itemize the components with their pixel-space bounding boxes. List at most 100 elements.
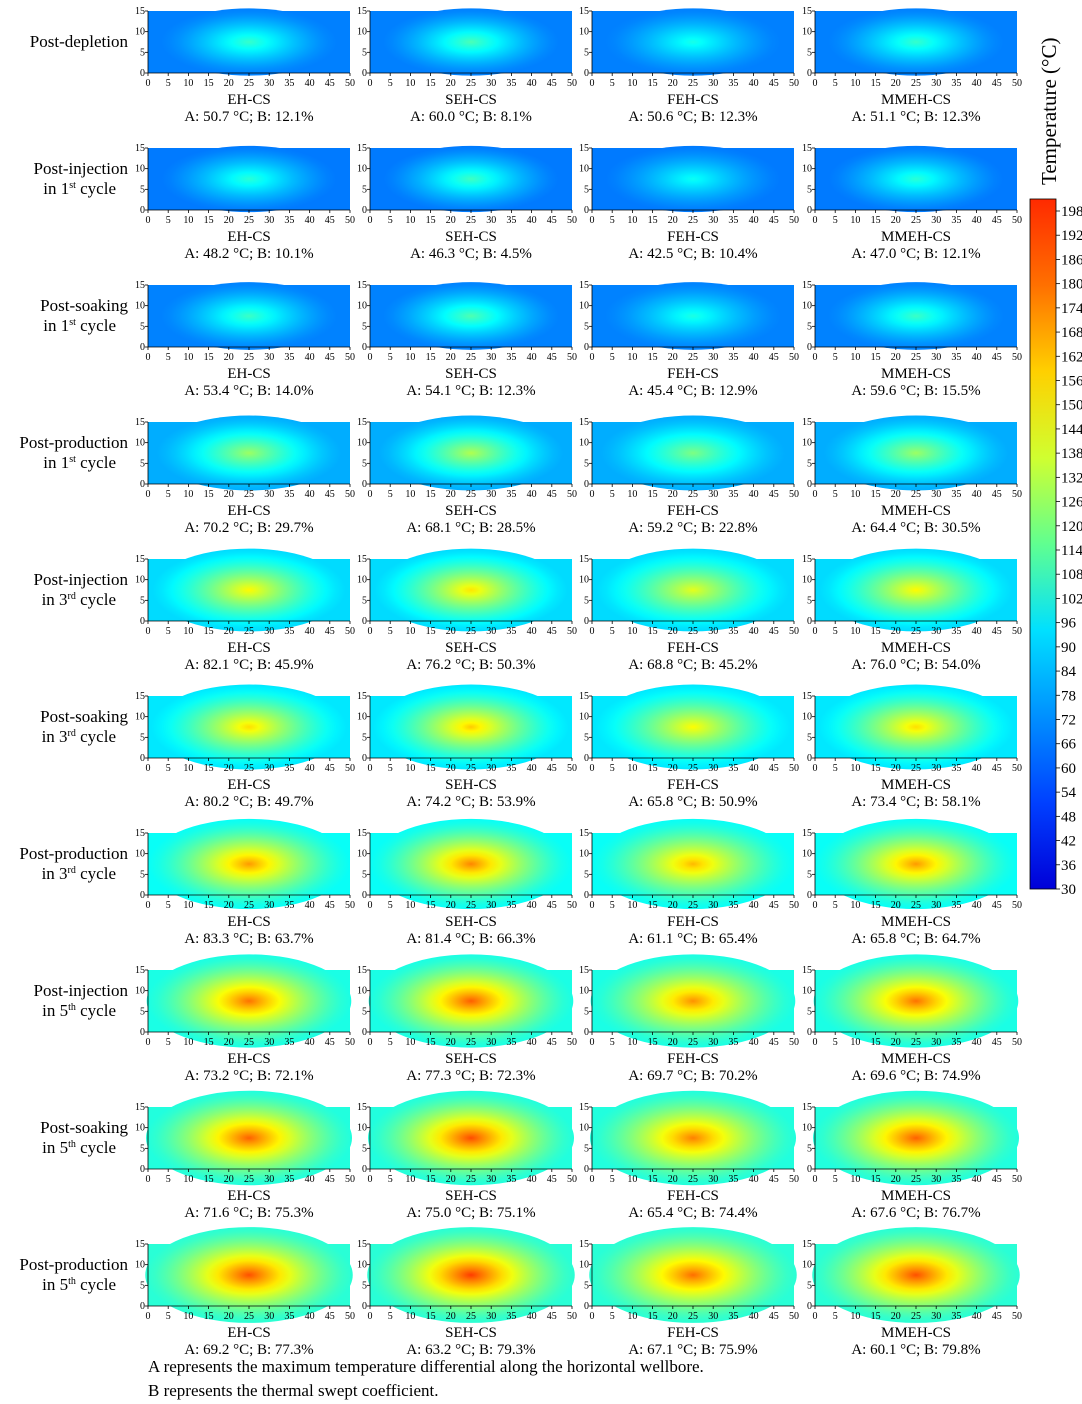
y-tick-label: 0 <box>584 1301 589 1312</box>
method-label: FEH-CS <box>667 92 719 108</box>
colorbar-tick-label: 156 <box>1061 374 1082 390</box>
x-tick-label: 5 <box>833 489 838 500</box>
row-label: Post-injection in 5th cycle <box>34 981 129 1020</box>
x-tick-label: 5 <box>610 626 615 637</box>
x-tick-label: 40 <box>749 626 759 637</box>
x-tick-label: 25 <box>911 900 921 911</box>
method-label: MMEH-CS <box>881 366 951 382</box>
x-tick-label: 50 <box>567 352 577 363</box>
x-tick-label: 50 <box>1012 626 1022 637</box>
x-tick-label: 40 <box>749 352 759 363</box>
x-tick-label: 35 <box>951 215 961 226</box>
y-tick-label: 5 <box>584 595 589 606</box>
x-tick-label: 15 <box>871 900 881 911</box>
x-tick-label: 0 <box>146 763 151 774</box>
colorbar-gradient <box>1029 198 1057 890</box>
heatmap-hotspot <box>161 145 337 213</box>
x-tick-label: 25 <box>911 1311 921 1322</box>
x-tick-label: 30 <box>264 1311 274 1322</box>
stat-label: A: 53.4 °C; B: 14.0% <box>184 383 313 399</box>
x-tick-label: 0 <box>590 1037 595 1048</box>
x-tick-label: 50 <box>567 489 577 500</box>
x-tick-label: 10 <box>405 763 415 774</box>
y-tick-label: 10 <box>579 301 589 312</box>
method-label: FEH-CS <box>667 914 719 930</box>
x-tick-label: 25 <box>688 489 698 500</box>
x-tick-label: 15 <box>204 489 214 500</box>
y-tick-label: 5 <box>584 1143 589 1154</box>
x-tick-label: 0 <box>368 763 373 774</box>
y-tick-label: 15 <box>802 828 812 839</box>
x-tick-label: 25 <box>688 215 698 226</box>
row-label: Post-soaking in 3rd cycle <box>40 707 128 746</box>
x-tick-label: 10 <box>405 1037 415 1048</box>
x-tick-label: 25 <box>244 1037 254 1048</box>
y-tick-label: 5 <box>584 321 589 332</box>
method-label: SEH-CS <box>445 1051 497 1067</box>
x-tick-label: 40 <box>305 78 315 89</box>
x-tick-label: 40 <box>972 215 982 226</box>
y-tick-label: 5 <box>584 869 589 880</box>
x-tick-label: 10 <box>850 763 860 774</box>
x-tick-label: 5 <box>388 900 393 911</box>
y-tick-label: 10 <box>802 712 812 723</box>
y-tick-label: 5 <box>807 47 812 58</box>
y-tick-label: 15 <box>579 417 589 428</box>
x-tick-label: 50 <box>567 78 577 89</box>
x-tick-label: 20 <box>446 489 456 500</box>
y-tick-label: 15 <box>135 1239 145 1250</box>
y-tick-label: 5 <box>584 1280 589 1291</box>
x-tick-label: 50 <box>567 215 577 226</box>
x-tick-label: 45 <box>325 1311 335 1322</box>
x-tick-label: 25 <box>911 763 921 774</box>
x-tick-label: 25 <box>244 1311 254 1322</box>
x-tick-label: 15 <box>426 1311 436 1322</box>
colorbar-tick-label: 84 <box>1061 664 1077 680</box>
x-tick-label: 40 <box>527 352 537 363</box>
x-tick-label: 35 <box>506 78 516 89</box>
y-tick-label: 10 <box>357 1123 367 1134</box>
x-tick-label: 0 <box>368 215 373 226</box>
colorbar-tick-label: 42 <box>1061 834 1076 850</box>
stat-label: A: 71.6 °C; B: 75.3% <box>184 1205 313 1221</box>
x-tick-label: 10 <box>183 763 193 774</box>
y-tick-label: 10 <box>579 1123 589 1134</box>
x-tick-label: 0 <box>813 900 818 911</box>
stat-label: A: 50.6 °C; B: 12.3% <box>628 109 757 125</box>
stat-label: A: 69.6 °C; B: 74.9% <box>851 1068 980 1084</box>
method-label: FEH-CS <box>667 229 719 245</box>
x-tick-label: 25 <box>466 1037 476 1048</box>
heatmap-hotspot <box>595 684 791 770</box>
x-tick-label: 45 <box>547 489 557 500</box>
x-tick-label: 0 <box>813 626 818 637</box>
heatmap-hotspot <box>151 684 347 770</box>
x-tick-label: 5 <box>166 1174 171 1185</box>
x-tick-label: 45 <box>992 215 1002 226</box>
y-tick-label: 0 <box>584 1027 589 1038</box>
y-tick-label: 0 <box>362 205 367 216</box>
y-tick-label: 15 <box>357 691 367 702</box>
y-tick-label: 15 <box>357 828 367 839</box>
x-tick-label: 10 <box>405 1174 415 1185</box>
y-tick-label: 5 <box>807 184 812 195</box>
x-tick-label: 0 <box>813 489 818 500</box>
method-label: FEH-CS <box>667 1188 719 1204</box>
y-tick-label: 0 <box>140 1301 145 1312</box>
row-label: Post-production in 1st cycle <box>19 433 128 472</box>
y-tick-label: 0 <box>140 479 145 490</box>
x-tick-label: 25 <box>466 1174 476 1185</box>
x-tick-label: 35 <box>951 1311 961 1322</box>
x-tick-label: 25 <box>244 352 254 363</box>
heatmap-hotspot <box>592 818 794 910</box>
y-tick-label: 15 <box>579 1102 589 1113</box>
x-tick-label: 35 <box>506 489 516 500</box>
x-tick-label: 15 <box>648 1174 658 1185</box>
x-tick-label: 50 <box>567 1037 577 1048</box>
x-tick-label: 35 <box>506 1037 516 1048</box>
x-tick-label: 5 <box>166 352 171 363</box>
